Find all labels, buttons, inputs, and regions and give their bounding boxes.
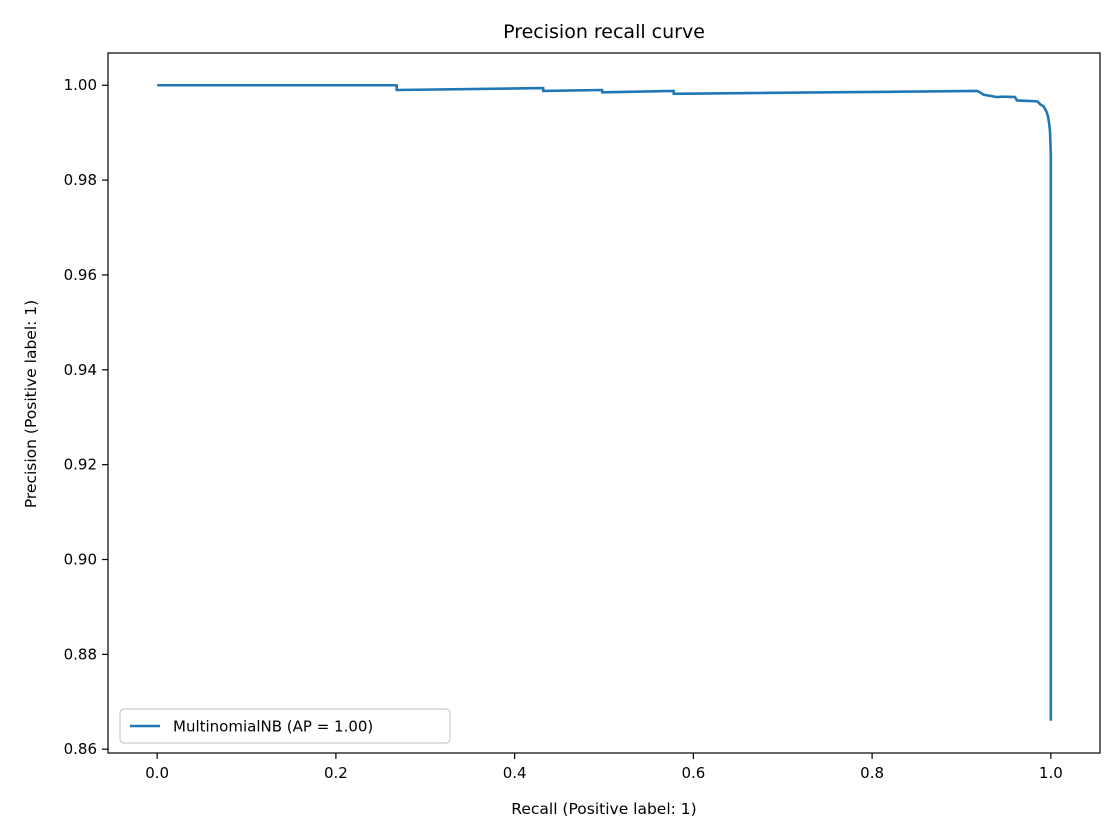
- chart-title: Precision recall curve: [503, 21, 705, 43]
- y-tick-label: 0.92: [64, 456, 97, 474]
- series-line-0: [157, 83, 1053, 721]
- y-tick-label: 0.94: [64, 361, 97, 379]
- chart-legend: MultinomialNB (AP = 1.00): [119, 708, 451, 744]
- x-axis: 0.0 0.2 0.4 0.6 0.8 1.0: [145, 753, 1063, 782]
- y-tick-label: 0.86: [64, 740, 97, 758]
- x-tick-label: 0.0: [145, 764, 169, 782]
- y-axis: 0.86 0.88 0.90 0.92 0.94 0.96 0.98 1.00: [64, 76, 108, 758]
- x-axis-title: Recall (Positive label: 1): [511, 800, 696, 818]
- x-tick-label: 0.2: [324, 764, 348, 782]
- axes-frame: [107, 52, 1101, 754]
- x-tick-label: 0.8: [860, 764, 884, 782]
- y-tick-label: 0.96: [64, 266, 97, 284]
- y-axis-title: Precision (Positive label: 1): [22, 300, 40, 508]
- legend-box: [119, 708, 451, 744]
- plot-area: [107, 52, 1101, 754]
- legend-label: MultinomialNB (AP = 1.00): [173, 718, 373, 736]
- y-tick-label: 0.90: [64, 551, 97, 569]
- x-tick-label: 0.4: [503, 764, 527, 782]
- y-tick-label: 0.98: [64, 171, 97, 189]
- y-tick-label: 1.00: [64, 76, 97, 94]
- y-tick-label: 0.88: [64, 645, 97, 663]
- x-tick-label: 1.0: [1039, 764, 1063, 782]
- x-tick-label: 0.6: [681, 764, 705, 782]
